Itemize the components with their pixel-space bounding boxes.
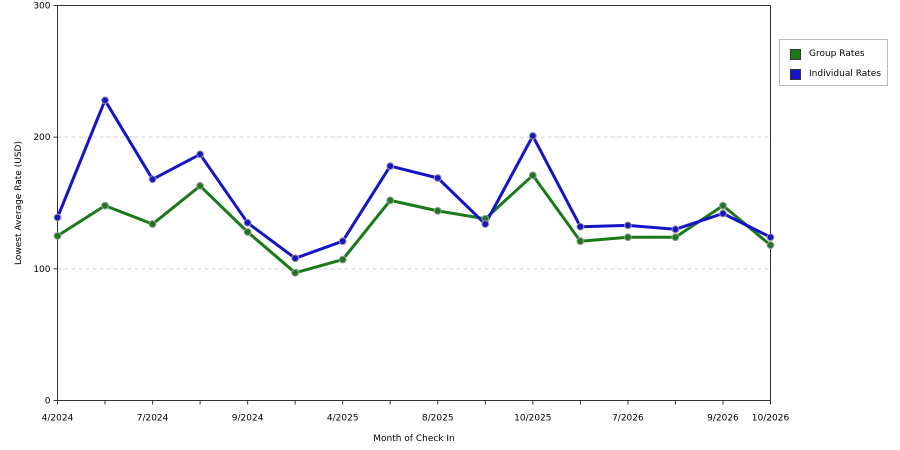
y-axis: 0 100 200 300 xyxy=(33,2,58,407)
x-tick-label: 10/2026 xyxy=(752,414,790,424)
x-axis-title: Month of Check In xyxy=(373,434,455,444)
data-point-individual-rates xyxy=(624,221,632,230)
data-point-individual-rates xyxy=(101,96,109,105)
legend-label-individual-rates: Individual Rates xyxy=(809,69,882,79)
legend-label-group-rates: Group Rates xyxy=(809,49,865,59)
x-tick-label: 9/2024 xyxy=(232,414,264,424)
y-tick-label: 300 xyxy=(33,2,50,12)
series-points xyxy=(53,96,775,277)
legend-swatch-group-rates xyxy=(790,48,801,60)
data-point-individual-rates xyxy=(291,254,300,263)
data-point-group-rates xyxy=(291,268,300,277)
x-tick-label: 7/2026 xyxy=(612,414,644,424)
data-point-group-rates xyxy=(719,201,727,210)
legend-item-individual-rates: Individual Rates xyxy=(790,67,881,81)
data-point-group-rates xyxy=(766,241,775,250)
data-point-individual-rates xyxy=(576,222,585,231)
data-point-group-rates xyxy=(386,196,395,205)
data-point-individual-rates xyxy=(53,213,62,222)
y-tick-label: 200 xyxy=(33,133,50,143)
data-point-group-rates xyxy=(148,220,157,228)
legend: Group Rates Individual Rates xyxy=(779,39,888,86)
x-tick-label: 9/2026 xyxy=(707,414,739,424)
data-point-group-rates xyxy=(624,233,632,242)
data-point-individual-rates xyxy=(386,162,395,171)
data-point-group-rates xyxy=(101,201,109,210)
data-point-individual-rates xyxy=(719,209,727,218)
data-point-group-rates xyxy=(433,207,442,215)
x-tick-label: 8/2025 xyxy=(422,414,454,424)
data-point-group-rates xyxy=(338,255,347,264)
grid-lines xyxy=(57,136,771,270)
plot-frame xyxy=(57,5,771,401)
series-line-group-rates xyxy=(56,173,772,275)
x-tick-label: 7/2024 xyxy=(137,414,169,424)
data-point-individual-rates xyxy=(196,150,205,159)
data-point-individual-rates xyxy=(433,174,442,182)
data-point-individual-rates xyxy=(338,237,347,246)
data-point-individual-rates xyxy=(671,225,680,234)
series-line-individual-rates xyxy=(56,98,772,260)
y-tick-label: 0 xyxy=(45,397,51,407)
data-point-individual-rates xyxy=(243,218,252,227)
y-tick-label: 100 xyxy=(33,265,50,275)
x-axis: 4/2024 7/2024 9/2024 4/2025 8/2025 10/2025 7/2… xyxy=(42,400,790,424)
x-tick-label: 4/2024 xyxy=(42,414,74,424)
data-point-group-rates xyxy=(576,237,585,246)
data-point-individual-rates xyxy=(766,233,775,242)
legend-item-group-rates: Group Rates xyxy=(790,47,865,61)
legend-swatch-individual-rates xyxy=(790,68,801,80)
data-point-individual-rates xyxy=(481,220,490,228)
data-point-group-rates xyxy=(243,228,252,236)
data-point-group-rates xyxy=(671,233,680,242)
data-point-individual-rates xyxy=(148,175,157,184)
data-point-group-rates xyxy=(196,181,205,190)
y-axis-title: Lowest Average Rate (USD) xyxy=(14,141,24,265)
x-tick-label: 10/2025 xyxy=(514,414,551,424)
data-point-group-rates xyxy=(53,232,62,240)
series-lines xyxy=(56,98,772,275)
data-point-group-rates xyxy=(528,171,537,180)
data-point-individual-rates xyxy=(528,131,537,140)
x-tick-label: 4/2025 xyxy=(327,414,359,424)
